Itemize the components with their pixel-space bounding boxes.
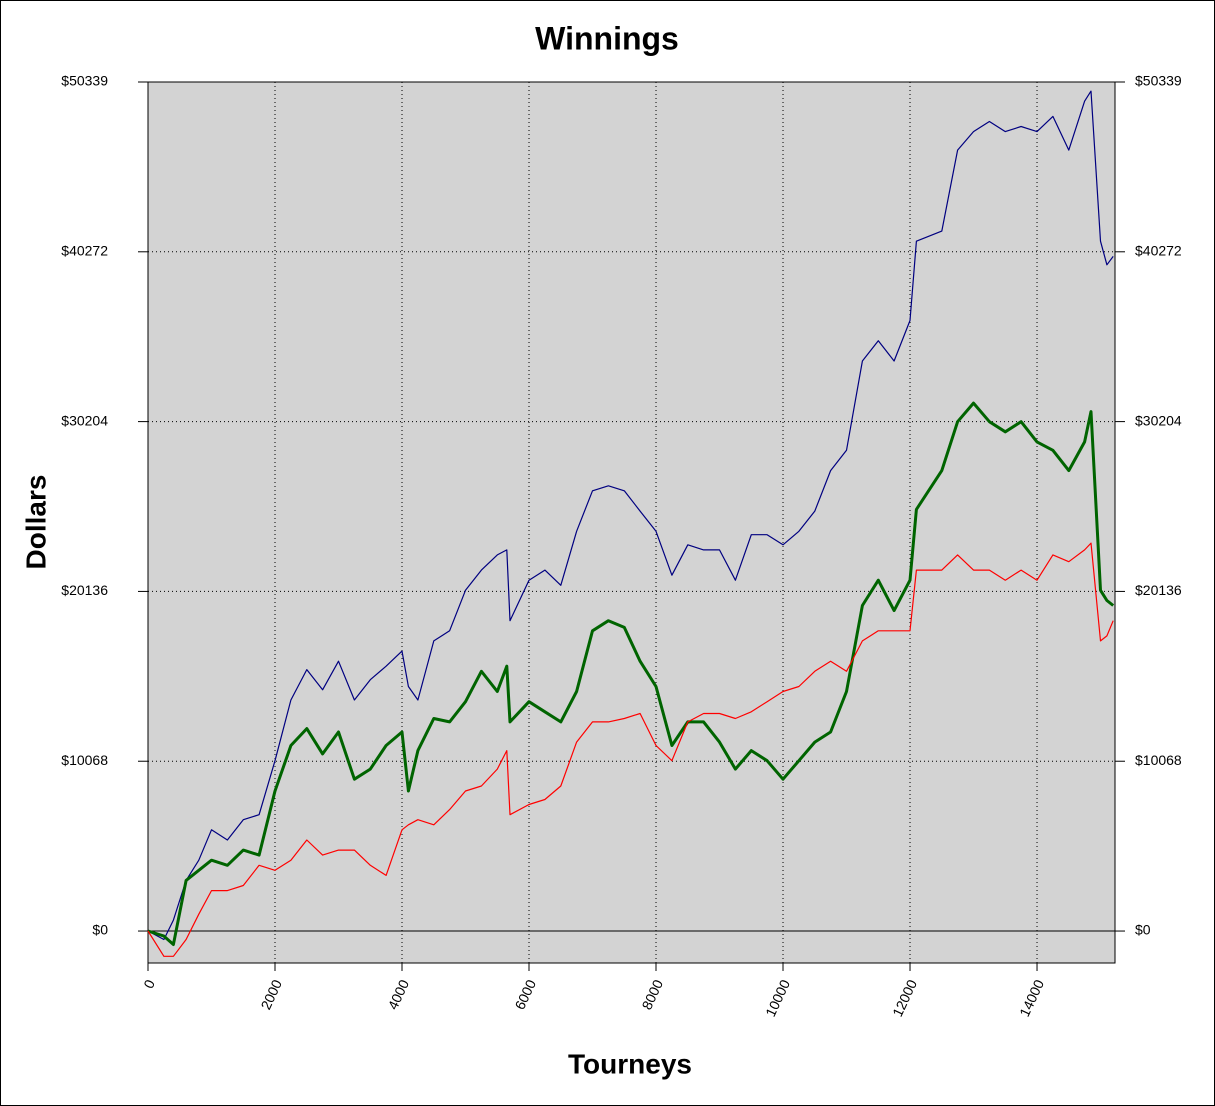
y-tick-label: $30204 bbox=[61, 412, 108, 428]
y-tick-label: $50339 bbox=[61, 73, 108, 89]
chart-title: Winnings bbox=[535, 20, 679, 56]
y-tick-label: $10068 bbox=[61, 752, 108, 768]
y2-tick-label: $10068 bbox=[1135, 752, 1182, 768]
y2-tick-label: $50339 bbox=[1135, 73, 1182, 89]
y-axis-title: Dollars bbox=[20, 475, 51, 570]
plot-area bbox=[147, 81, 1116, 964]
series-line bbox=[147, 542, 1114, 957]
series-line bbox=[147, 90, 1114, 941]
y2-tick-label: $20136 bbox=[1135, 582, 1182, 598]
series-line bbox=[147, 401, 1115, 946]
y-tick-label: $20136 bbox=[61, 582, 108, 598]
y-tick-label: $40272 bbox=[61, 242, 108, 258]
y-tick-label: $0 bbox=[92, 922, 108, 938]
y2-tick-label: $0 bbox=[1135, 922, 1151, 938]
y2-tick-label: $40272 bbox=[1135, 242, 1182, 258]
y2-tick-label: $30204 bbox=[1135, 412, 1182, 428]
x-axis-title: Tourneys bbox=[568, 1048, 692, 1079]
